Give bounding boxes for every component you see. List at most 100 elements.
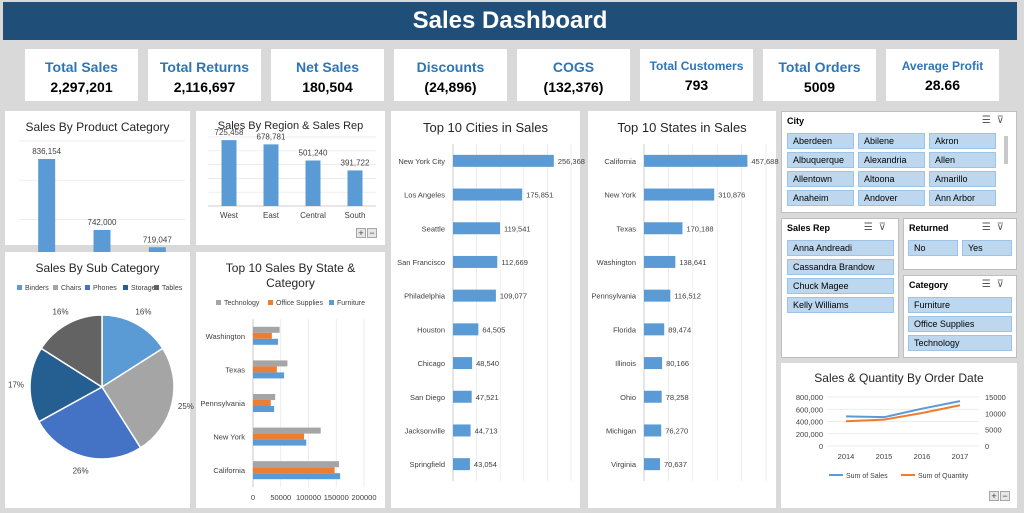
expand-collapse-buttons[interactable]: + − [355, 228, 377, 238]
slicer-item[interactable]: Akron [929, 133, 996, 149]
expand-plus-button-2[interactable]: + [989, 491, 999, 501]
expand-collapse-buttons-2[interactable]: + − [988, 491, 1010, 501]
multi-select-icon[interactable]: ☰ [981, 115, 997, 126]
chart-title-subcat: Sales By Sub Category [35, 261, 160, 275]
bar [644, 255, 676, 268]
multi-select-icon[interactable]: ☰ [981, 222, 997, 233]
slicer-sales-rep: Sales Rep ☰⊽ Anna Andreadi Cassandra Bran… [781, 218, 899, 358]
slicer-item[interactable]: Kelly Williams [787, 297, 894, 313]
bar [305, 160, 321, 206]
category-label: California [213, 466, 246, 475]
kpi-label: Average Profit [901, 59, 984, 73]
legend-swatch [154, 285, 159, 290]
kpi-label: Net Sales [295, 59, 360, 75]
pie-slice [29, 347, 104, 423]
collapse-minus-button[interactable]: − [367, 228, 377, 238]
legend-label: Office Supplies [276, 300, 323, 307]
tick-label: 200000 [351, 493, 376, 502]
category-label: Houston [417, 325, 445, 334]
dashboard-title: Sales Dashboard [3, 2, 1017, 40]
category-label: Texas [225, 365, 245, 374]
category-label: Philadelphia [404, 292, 446, 301]
bar [453, 390, 472, 403]
data-label: 43,054 [474, 460, 497, 469]
kpi-value: 28.66 [924, 77, 961, 93]
legend-label: Technology [224, 300, 260, 307]
chart-title-product: Sales By Product Category [25, 120, 170, 134]
bar [644, 323, 665, 336]
data-label: 80,166 [666, 359, 689, 368]
slicer-scrollbar[interactable] [1004, 136, 1008, 164]
expand-plus-button[interactable]: + [356, 228, 366, 238]
category-label: Texas [616, 224, 636, 233]
legend-swatch [329, 300, 334, 305]
chart-title-region: Sales By Region & Sales Rep [217, 120, 364, 132]
data-label: 78,258 [666, 393, 689, 402]
slicer-returned-controls: ☰⊽ [982, 222, 1010, 233]
data-label: 725,458 [215, 128, 244, 137]
kpi-value: 2,116,697 [173, 79, 236, 95]
panel-top-states: Top 10 States in Sales 457,688 California… [588, 111, 779, 508]
slicer-item[interactable]: Anaheim [787, 190, 854, 206]
data-label: 76,270 [665, 426, 688, 435]
slicer-item[interactable]: Chuck Magee [787, 278, 894, 294]
chart-title-cities: Top 10 Cities in Sales [422, 120, 548, 135]
slicer-item[interactable]: No [908, 240, 958, 256]
slicer-item[interactable]: Amarillo [929, 171, 996, 187]
clear-filter-icon[interactable]: ⊽ [996, 279, 1010, 290]
tick-label: 0 [251, 493, 255, 502]
slice-label: 17% [8, 380, 24, 389]
bar [644, 188, 715, 201]
kpi-value: (132,376) [543, 79, 604, 95]
slicer-item[interactable]: Cassandra Brandow [787, 259, 894, 275]
slice-label: 25% [178, 402, 194, 411]
slicer-item[interactable]: Technology [908, 335, 1012, 351]
legend-swatch [85, 285, 90, 290]
clear-filter-icon[interactable]: ⊽ [996, 222, 1010, 233]
slicer-item[interactable]: Andover [858, 190, 925, 206]
slicer-item[interactable]: Albuquerque [787, 152, 854, 168]
bar [253, 439, 307, 446]
bar [253, 473, 341, 480]
bar [347, 170, 363, 206]
slicer-item[interactable]: Alexandria [858, 152, 925, 168]
panel-state-category: Top 10 Sales By State & Category Technol… [196, 252, 385, 508]
category-label: Ohio [620, 393, 636, 402]
slicer-item[interactable]: Anna Andreadi [787, 240, 894, 256]
bar [253, 366, 277, 373]
bar [644, 222, 683, 235]
clear-filter-icon[interactable]: ⊽ [878, 222, 892, 233]
category-label: Springfield [410, 460, 445, 469]
data-label: 678,781 [257, 132, 286, 141]
slicer-item[interactable]: Yes [962, 240, 1012, 256]
slicer-item[interactable]: Allen [929, 152, 996, 168]
collapse-minus-button-2[interactable]: − [1000, 491, 1010, 501]
clear-filter-icon[interactable]: ⊽ [996, 115, 1010, 126]
legend-swatch [268, 300, 273, 305]
slicer-item[interactable]: Office Supplies [908, 316, 1012, 332]
category-label: San Francisco [397, 258, 445, 267]
chart-region: 725,458 West 678,781 East 501,240 Central 391,… [208, 128, 376, 220]
bar [453, 188, 523, 201]
multi-select-icon[interactable]: ☰ [863, 222, 879, 233]
slicer-city: City ☰⊽ Aberdeen Abilene Akron Albuquerque A… [781, 111, 1017, 213]
slicer-category-header: Category [909, 280, 949, 290]
chart-order-date: 0 200,000 400,000 600,000 800,000 0 5000 10000 1… [796, 393, 1006, 480]
bar [644, 424, 662, 437]
slicer-item[interactable]: Altoona [858, 171, 925, 187]
panel-order-date: Sales & Quantity By Order Date 0 200,000 4… [781, 363, 1017, 508]
tick-label: 100000 [296, 493, 321, 502]
slicer-item[interactable]: Aberdeen [787, 133, 854, 149]
data-label: 70,637 [664, 460, 687, 469]
legend-label: Binders [25, 285, 49, 292]
tick-label-right: 15000 [985, 393, 1006, 402]
data-label: 119,541 [504, 224, 531, 233]
bar [253, 400, 271, 406]
kpi-value: 2,297,201 [50, 79, 113, 95]
slicer-item[interactable]: Furniture [908, 297, 1012, 313]
multi-select-icon[interactable]: ☰ [981, 279, 997, 290]
bar [221, 140, 237, 206]
slicer-item[interactable]: Ann Arbor [929, 190, 996, 206]
slicer-item[interactable]: Allentown [787, 171, 854, 187]
slicer-item[interactable]: Abilene [858, 133, 925, 149]
